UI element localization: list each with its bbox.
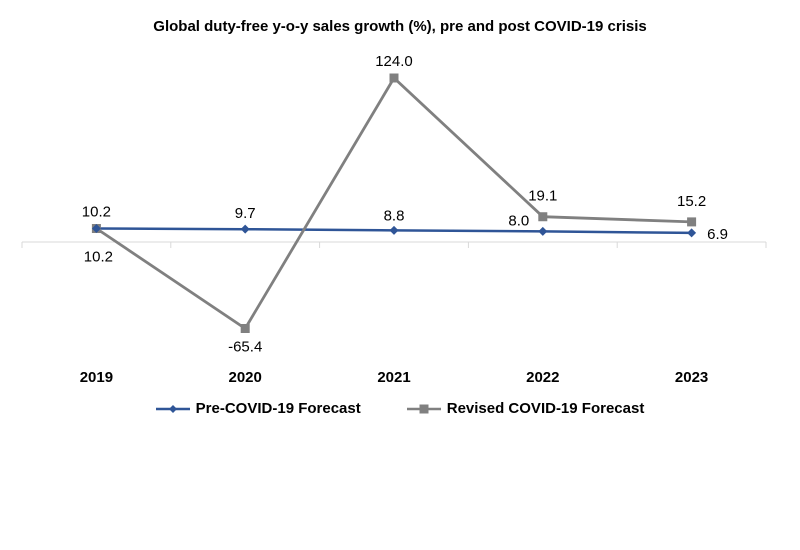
chart-title: Global duty-free y-o-y sales growth (%),… [153, 18, 647, 35]
axis-layer [21, 241, 767, 248]
data-label-revised-covid: 19.1 [528, 188, 557, 205]
legend-label-revised-covid: Revised COVID-19 Forecast [446, 400, 645, 417]
legend-item-revised-covid: Revised COVID-19 Forecast [406, 400, 645, 417]
data-label-pre-covid: 6.9 [707, 226, 728, 243]
data-label-revised-covid: 15.2 [677, 193, 706, 210]
data-point-pre-covid [538, 226, 548, 236]
x-tick-label: 2023 [675, 369, 708, 386]
x-tick-label: 2019 [80, 369, 113, 386]
legend-label-pre-covid: Pre-COVID-19 Forecast [195, 400, 361, 417]
x-tick-label: 2022 [526, 369, 559, 386]
data-label-revised-covid: 124.0 [375, 53, 413, 70]
data-point-revised-covid [538, 212, 548, 222]
data-label-revised-covid: 10.2 [84, 249, 113, 266]
legend-swatch-revised-covid [406, 404, 441, 413]
lines-layer [95, 75, 692, 331]
legend-swatch-pre-covid [155, 404, 190, 413]
markers-layer [91, 73, 697, 333]
data-label-pre-covid: 10.2 [82, 204, 111, 221]
data-label-pre-covid: 9.7 [235, 205, 256, 222]
data-point-revised-covid [389, 73, 399, 83]
labels-layer: 2019 2020 2021 2022 2023 10.2 9.7 8.8 8.0 6.9 10.2… [80, 53, 728, 386]
data-label-pre-covid: 8.0 [508, 212, 529, 229]
data-point-revised-covid [687, 217, 697, 227]
x-tick-label: 2020 [229, 369, 262, 386]
x-tick-label: 2021 [377, 369, 410, 386]
data-point-revised-covid [240, 323, 250, 333]
data-point-pre-covid [240, 224, 250, 234]
data-label-revised-covid: -65.4 [228, 338, 262, 355]
data-point-pre-covid [91, 224, 101, 234]
data-point-pre-covid [389, 225, 399, 235]
data-point-pre-covid [687, 228, 697, 238]
data-label-pre-covid: 8.8 [384, 207, 405, 224]
legend: Pre-COVID-19 Forecast Revised COVID-19 F… [0, 400, 800, 417]
legend-item-pre-covid: Pre-COVID-19 Forecast [155, 400, 361, 417]
series-line-revised-covid [95, 75, 692, 331]
